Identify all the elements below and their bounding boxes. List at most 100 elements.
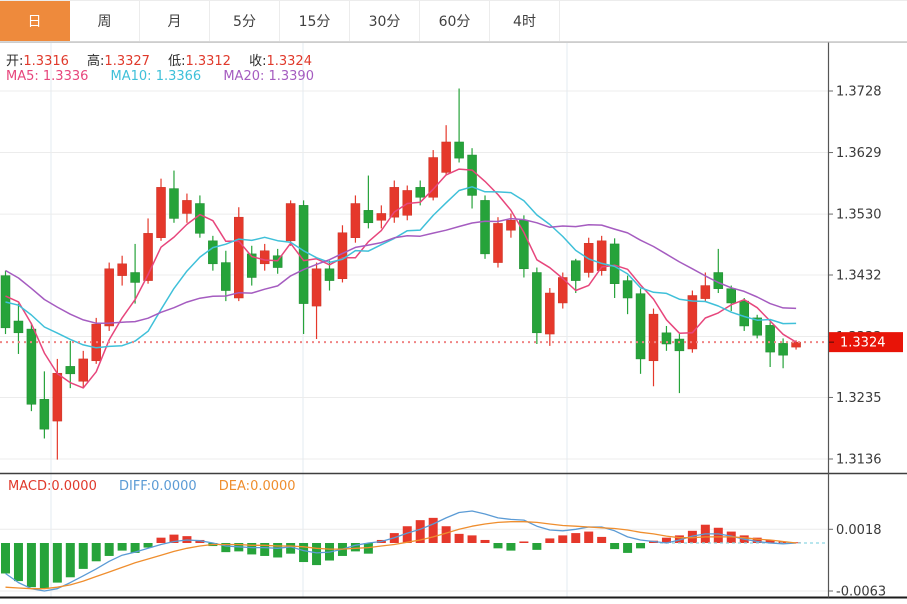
candle-up [545, 292, 555, 335]
macd-bar-positive [571, 533, 581, 543]
price-axis-label: 1.3728 [836, 85, 882, 100]
candle-up [78, 358, 89, 382]
macd-bar-positive [713, 527, 723, 543]
tab-5min[interactable]: 5分 [210, 1, 280, 41]
candle-up [648, 313, 659, 362]
candle-down [26, 328, 37, 405]
candle-up [506, 220, 516, 231]
macd-bar-positive [687, 530, 697, 543]
candle-up [143, 233, 153, 281]
macd-bar-negative [610, 543, 620, 550]
macd-bar-negative [623, 543, 633, 553]
candle-up [428, 157, 438, 198]
low-value: 1.3312 [185, 54, 231, 69]
candle-down [622, 280, 633, 299]
macd-bar-negative [26, 543, 36, 588]
macd-bar-positive [674, 535, 684, 543]
macd-bar-positive [778, 541, 788, 543]
diff-line [5, 510, 797, 592]
candle-up [311, 268, 322, 307]
candle-down [272, 255, 283, 268]
macd-bar-negative [143, 543, 153, 548]
candle-down [765, 325, 775, 353]
candle-down [454, 141, 464, 159]
tab-15min[interactable]: 15分 [280, 1, 350, 41]
candle-down [674, 338, 685, 352]
macd-bar-negative [247, 543, 257, 555]
tab-60min[interactable]: 60分 [420, 1, 490, 41]
macd-value: MACD:0.0000 [8, 479, 97, 494]
tab-day[interactable]: 日 [0, 1, 70, 41]
macd-bar-positive [195, 539, 205, 543]
ma10-value: MA10: 1.3366 [110, 69, 202, 84]
macd-bar-positive [402, 526, 412, 543]
candle-up [687, 295, 698, 350]
tab-4hour[interactable]: 4时 [490, 1, 560, 41]
candle-down [246, 253, 257, 278]
macd-bar-negative [65, 543, 75, 578]
macd-bar-negative [312, 543, 322, 566]
candle-up [376, 213, 387, 221]
macd-bar-positive [558, 535, 568, 543]
candle-down [0, 275, 11, 329]
candle-down [324, 268, 335, 281]
candle-up [234, 216, 244, 299]
ma-legend: MA5: 1.3336 MA10: 1.3366 MA20: 1.3390 [6, 69, 314, 84]
current-price-badge [829, 332, 903, 353]
candle-up [558, 277, 568, 304]
ma10-line [5, 186, 797, 349]
macd-bar-negative [506, 543, 516, 551]
ma5-line [5, 168, 797, 389]
candle-up [259, 250, 270, 265]
macd-bar-positive [597, 536, 607, 543]
candle-down [609, 243, 620, 284]
macd-bar-negative [78, 543, 88, 569]
candle-down [415, 187, 425, 198]
candle-down [739, 300, 749, 327]
macd-bar-positive [519, 541, 529, 543]
candle-down [130, 272, 140, 283]
macd-bar-positive [156, 537, 166, 543]
macd-bar-positive [480, 539, 490, 543]
candle-down [778, 343, 788, 356]
candle-down [467, 154, 477, 196]
macd-bar-negative [350, 543, 360, 552]
macd-bar-positive [765, 539, 775, 543]
candle-down [532, 272, 542, 334]
candle-up [350, 203, 361, 238]
tab-month[interactable]: 月 [140, 1, 210, 41]
price-axis-label: 1.3432 [836, 269, 882, 284]
dea-line [5, 521, 797, 590]
open-label: 开: [6, 54, 24, 69]
macd-bar-positive [545, 538, 555, 543]
tab-week[interactable]: 周 [70, 1, 140, 41]
ma20-value: MA20: 1.3390 [223, 69, 314, 84]
ma5-value: MA5: 1.3336 [6, 69, 89, 84]
macd-bar-negative [636, 543, 646, 549]
candle-up [156, 187, 166, 238]
macd-bar-positive [169, 534, 179, 543]
candle-down [13, 320, 24, 334]
macd-bar-negative [39, 543, 49, 589]
candle-up [493, 223, 503, 263]
tab-30min[interactable]: 30分 [350, 1, 420, 41]
macd-bar-positive [441, 526, 451, 543]
close-label: 收: [249, 54, 267, 69]
price-axis-label: 1.3629 [836, 146, 882, 161]
macd-bar-negative [260, 543, 270, 556]
candle-up [389, 187, 400, 218]
price-axis-label: 1.3136 [836, 453, 882, 468]
macd-bar-negative [273, 543, 283, 558]
macd-bar-negative [286, 543, 296, 554]
macd-bar-negative [221, 543, 231, 553]
macd-bar-negative [52, 543, 62, 583]
macd-bar-negative [91, 543, 101, 562]
macd-bar-negative [1, 543, 10, 574]
price-axis-label: 1.3530 [836, 208, 882, 223]
high-label: 高: [87, 54, 105, 69]
macd-bar-positive [467, 535, 477, 543]
macd-bar-negative [493, 543, 503, 549]
macd-axis-label: 0.0018 [836, 523, 882, 538]
